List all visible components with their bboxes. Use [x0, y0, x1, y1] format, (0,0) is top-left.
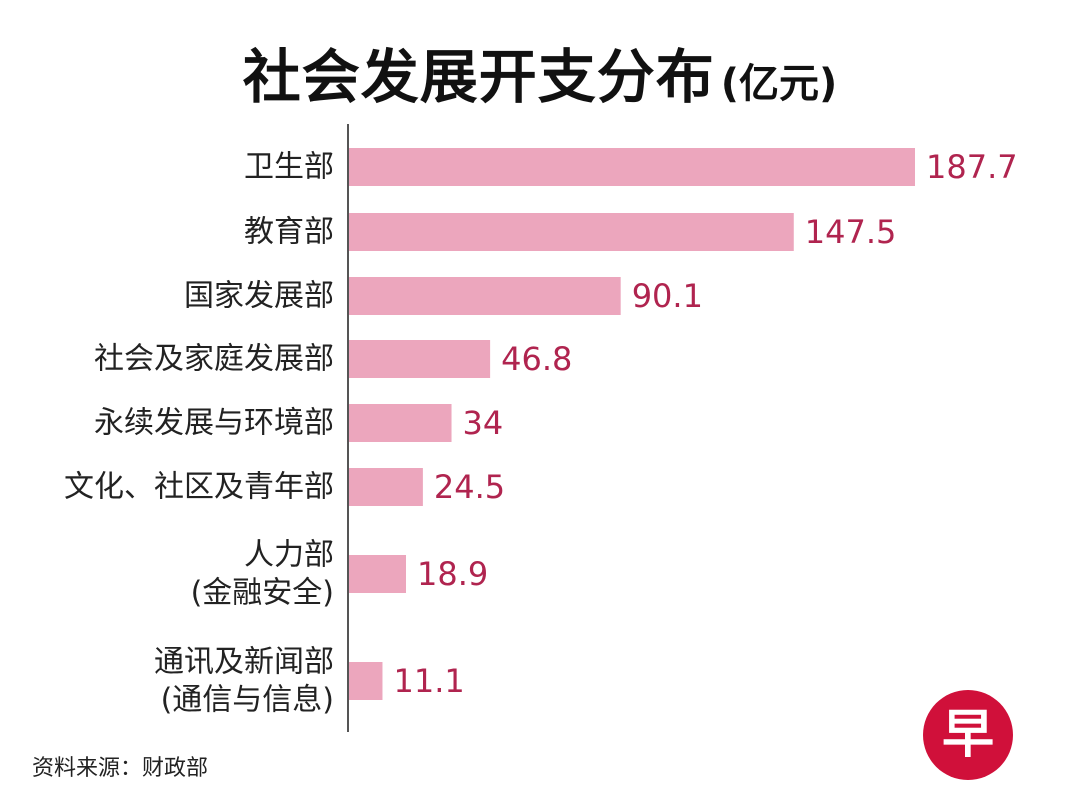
category-label: 卫生部	[244, 150, 334, 185]
bar	[349, 662, 383, 700]
category-label-line: 国家发展部	[184, 279, 334, 314]
bar	[349, 213, 794, 251]
category-label: 通讯及新闻部(通信与信息)	[154, 645, 334, 718]
value-label: 18.9	[417, 555, 488, 593]
bar	[349, 404, 452, 442]
category-label: 社会及家庭发展部	[94, 342, 334, 377]
chart-title-text: 社会发展开支分布	[242, 43, 715, 111]
category-label-line: 文化、社区及青年部	[64, 470, 334, 505]
category-label: 国家发展部	[184, 279, 334, 314]
category-label-line: (通信与信息)	[161, 683, 334, 718]
bar	[349, 468, 423, 506]
category-label-line: (金融安全)	[191, 576, 334, 611]
bar	[349, 148, 915, 186]
category-label: 教育部	[244, 215, 334, 250]
category-label-line: 教育部	[244, 215, 334, 250]
bar	[349, 555, 406, 593]
category-label-line: 人力部	[244, 538, 334, 573]
category-label-line: 社会及家庭发展部	[94, 342, 334, 377]
value-label: 46.8	[501, 340, 572, 378]
bar	[349, 340, 491, 378]
value-label: 24.5	[434, 468, 505, 506]
value-label: 147.5	[805, 213, 897, 251]
category-label: 人力部(金融安全)	[191, 538, 334, 611]
value-label: 11.1	[393, 662, 464, 700]
chart-unit-label: (亿元)	[720, 61, 838, 107]
source-note: 资料来源：财政部	[32, 756, 209, 781]
value-label: 34	[463, 404, 504, 442]
value-label: 187.7	[926, 148, 1018, 186]
category-label: 文化、社区及青年部	[64, 470, 334, 505]
bar	[349, 277, 621, 315]
category-label: 永续发展与环境部	[94, 406, 334, 441]
category-label-line: 永续发展与环境部	[94, 406, 334, 441]
brand-logo: 早	[923, 690, 1013, 780]
chart-title: 社会发展开支分布 (亿元)	[0, 30, 1080, 114]
value-label: 90.1	[632, 277, 703, 315]
category-label-line: 通讯及新闻部	[154, 645, 334, 680]
category-label-line: 卫生部	[244, 150, 334, 185]
